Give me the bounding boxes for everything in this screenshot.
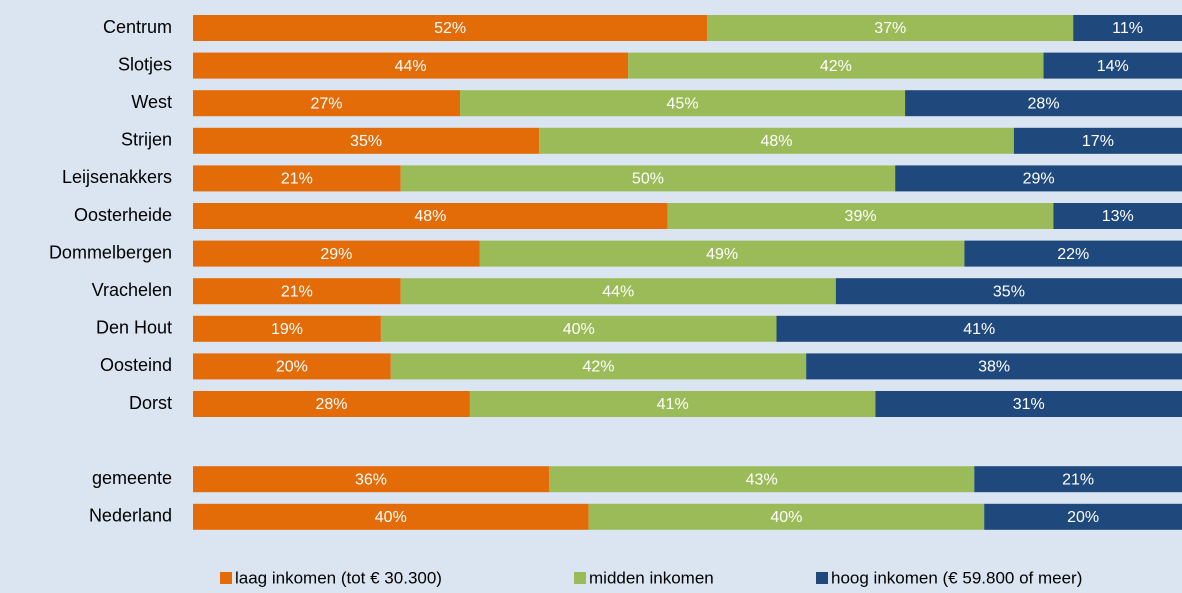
value-label: 29% <box>1023 171 1055 188</box>
bar-segment <box>193 52 629 79</box>
value-label: 31% <box>1013 396 1045 413</box>
bar-segment <box>193 353 391 380</box>
bar-segment <box>400 165 896 192</box>
bar-segment <box>895 165 1182 192</box>
value-label: 21% <box>281 283 313 300</box>
value-label: 41% <box>963 321 995 338</box>
value-label: 45% <box>667 95 699 112</box>
value-label: 19% <box>271 321 303 338</box>
value-label: 35% <box>350 133 382 150</box>
category-label: Strijen <box>121 130 172 150</box>
bar-segment <box>905 90 1182 117</box>
value-label: 42% <box>582 359 614 376</box>
bar-segment <box>193 15 708 41</box>
bar-segment <box>539 127 1014 154</box>
bar-segment <box>400 278 836 305</box>
bar-segment <box>806 353 1182 380</box>
category-label: Oosteind <box>100 355 172 375</box>
bar-segment <box>1043 52 1182 79</box>
bar-segment <box>549 466 975 493</box>
bar-segment <box>469 391 876 417</box>
bar-segment <box>588 503 985 530</box>
category-label: Dorst <box>129 393 172 413</box>
value-label: 43% <box>746 471 778 488</box>
bar-segment <box>193 203 668 229</box>
value-label: 21% <box>281 171 313 188</box>
bar-segment <box>193 240 480 267</box>
value-label: 39% <box>845 208 877 225</box>
bar-segment <box>1013 127 1182 154</box>
value-label: 22% <box>1057 246 1089 263</box>
bar-segment <box>974 466 1182 493</box>
legend-swatch <box>574 572 586 584</box>
value-label: 20% <box>276 359 308 376</box>
category-label: Den Hout <box>96 318 172 338</box>
value-label: 27% <box>310 95 342 112</box>
value-label: 36% <box>355 471 387 488</box>
category-label: Dommelbergen <box>49 242 172 262</box>
value-label: 41% <box>657 396 689 413</box>
bar-segment <box>835 278 1182 305</box>
category-label: West <box>131 92 172 112</box>
bar-segment <box>193 90 461 117</box>
bar-segment <box>1053 203 1182 229</box>
value-label: 28% <box>315 396 347 413</box>
bar-segment <box>193 165 401 192</box>
bar-segment <box>964 240 1182 267</box>
value-label: 50% <box>632 171 664 188</box>
value-label: 28% <box>1028 95 1060 112</box>
value-label: 29% <box>320 246 352 263</box>
bar-segment <box>390 353 807 380</box>
category-label: Nederland <box>89 506 172 526</box>
value-label: 48% <box>414 208 446 225</box>
value-label: 44% <box>602 283 634 300</box>
value-label: 21% <box>1062 471 1094 488</box>
bar-segment <box>193 278 401 305</box>
value-label: 14% <box>1097 58 1129 75</box>
bar-segment <box>380 315 777 342</box>
bar-segment <box>984 503 1182 530</box>
value-label: 40% <box>375 509 407 526</box>
value-label: 20% <box>1067 509 1099 526</box>
bar-segment <box>193 315 381 342</box>
value-label: 49% <box>706 246 738 263</box>
bar-segment <box>193 466 550 493</box>
legend-label: midden inkomen <box>589 568 714 587</box>
value-label: 48% <box>760 133 792 150</box>
value-label: 17% <box>1082 133 1114 150</box>
bar-segment <box>193 391 470 417</box>
legend-label: hoog inkomen (€ 59.800 of meer) <box>831 568 1082 587</box>
bar-segment <box>193 127 540 154</box>
category-label: Vrachelen <box>92 280 172 300</box>
legend-swatch <box>816 572 828 584</box>
category-label: Centrum <box>103 17 172 37</box>
legend-swatch <box>220 572 232 584</box>
category-label: Slotjes <box>118 54 172 74</box>
bar-segment <box>707 15 1074 41</box>
bar-segment <box>628 52 1044 79</box>
value-label: 40% <box>770 509 802 526</box>
bar-segment <box>479 240 965 267</box>
value-label: 44% <box>395 58 427 75</box>
bar-segment <box>776 315 1182 342</box>
bar-segment <box>460 90 906 117</box>
legend-label: laag inkomen (tot € 30.300) <box>235 568 442 587</box>
bar-segment <box>1073 15 1182 41</box>
value-label: 13% <box>1102 208 1134 225</box>
category-label: gemeente <box>92 468 172 488</box>
bar-segment <box>667 203 1054 229</box>
value-label: 37% <box>874 20 906 37</box>
value-label: 52% <box>434 20 466 37</box>
bar-segment <box>193 503 589 530</box>
value-label: 38% <box>978 359 1010 376</box>
value-label: 11% <box>1112 20 1143 37</box>
value-label: 42% <box>820 58 852 75</box>
category-label: Oosterheide <box>74 205 172 225</box>
bar-segment <box>875 391 1182 417</box>
value-label: 40% <box>563 321 595 338</box>
value-label: 35% <box>993 283 1025 300</box>
category-label: Leijsenakkers <box>62 167 172 187</box>
